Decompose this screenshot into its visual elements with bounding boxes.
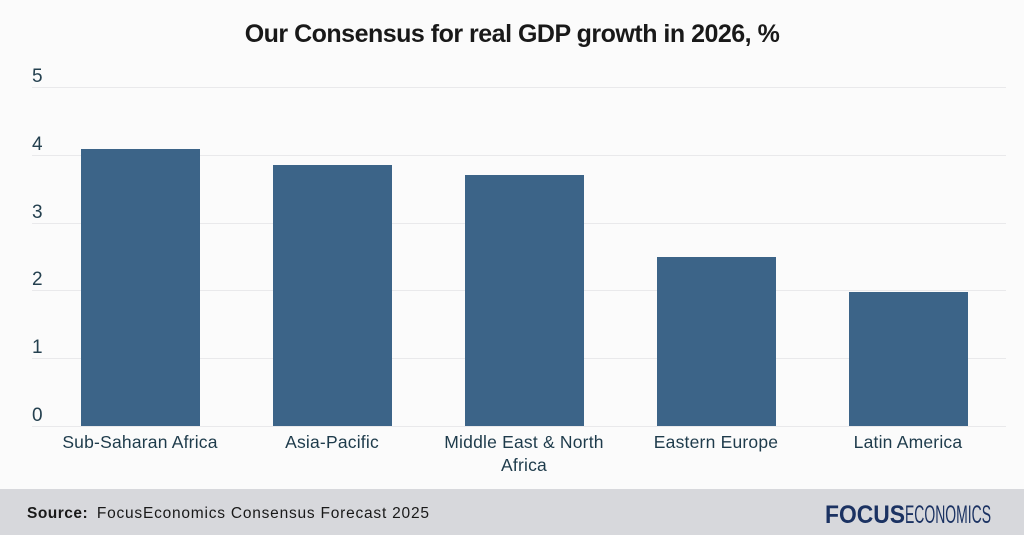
svg-text:FOCUS: FOCUS xyxy=(825,501,905,528)
svg-text:ECONOMICS: ECONOMICS xyxy=(905,501,991,528)
